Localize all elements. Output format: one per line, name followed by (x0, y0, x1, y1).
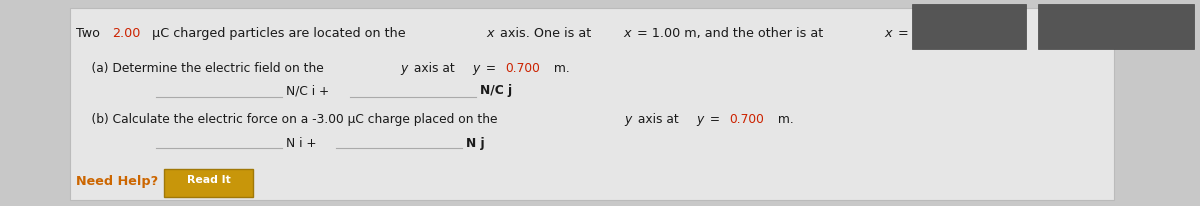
Text: x: x (486, 27, 493, 40)
Text: N j: N j (466, 137, 485, 150)
Text: (a) Determine the electric field on the: (a) Determine the electric field on the (76, 62, 328, 75)
Text: 2.00: 2.00 (112, 27, 140, 40)
Text: N i +: N i + (286, 137, 316, 150)
Text: Two: Two (76, 27, 103, 40)
Text: y: y (473, 62, 480, 75)
Text: m.: m. (774, 113, 793, 126)
FancyBboxPatch shape (1038, 4, 1194, 49)
Text: y: y (624, 113, 631, 126)
Text: y: y (401, 62, 408, 75)
Text: y: y (696, 113, 704, 126)
Text: μC charged particles are located on the: μC charged particles are located on the (149, 27, 410, 40)
Text: =: = (706, 113, 724, 126)
Text: m.: m. (550, 62, 570, 75)
FancyBboxPatch shape (70, 8, 1114, 200)
Text: = -1.00 m.: = -1.00 m. (894, 27, 966, 40)
Text: 0.700: 0.700 (505, 62, 540, 75)
Text: axis at: axis at (634, 113, 683, 126)
Text: x: x (884, 27, 892, 40)
FancyBboxPatch shape (912, 4, 1026, 49)
Text: = 1.00 m, and the other is at: = 1.00 m, and the other is at (634, 27, 828, 40)
Text: =: = (481, 62, 499, 75)
Text: 0.700: 0.700 (728, 113, 764, 126)
Text: axis at: axis at (409, 62, 458, 75)
Text: Read It: Read It (187, 175, 230, 185)
FancyBboxPatch shape (164, 169, 253, 197)
Text: N/C i +: N/C i + (286, 84, 329, 97)
Text: (b) Calculate the electric force on a -3.00 μC charge placed on the: (b) Calculate the electric force on a -3… (76, 113, 500, 126)
Text: Need Help?: Need Help? (76, 175, 157, 188)
Text: axis. One is at: axis. One is at (496, 27, 595, 40)
Text: x: x (624, 27, 631, 40)
Text: N/C j: N/C j (480, 84, 512, 97)
